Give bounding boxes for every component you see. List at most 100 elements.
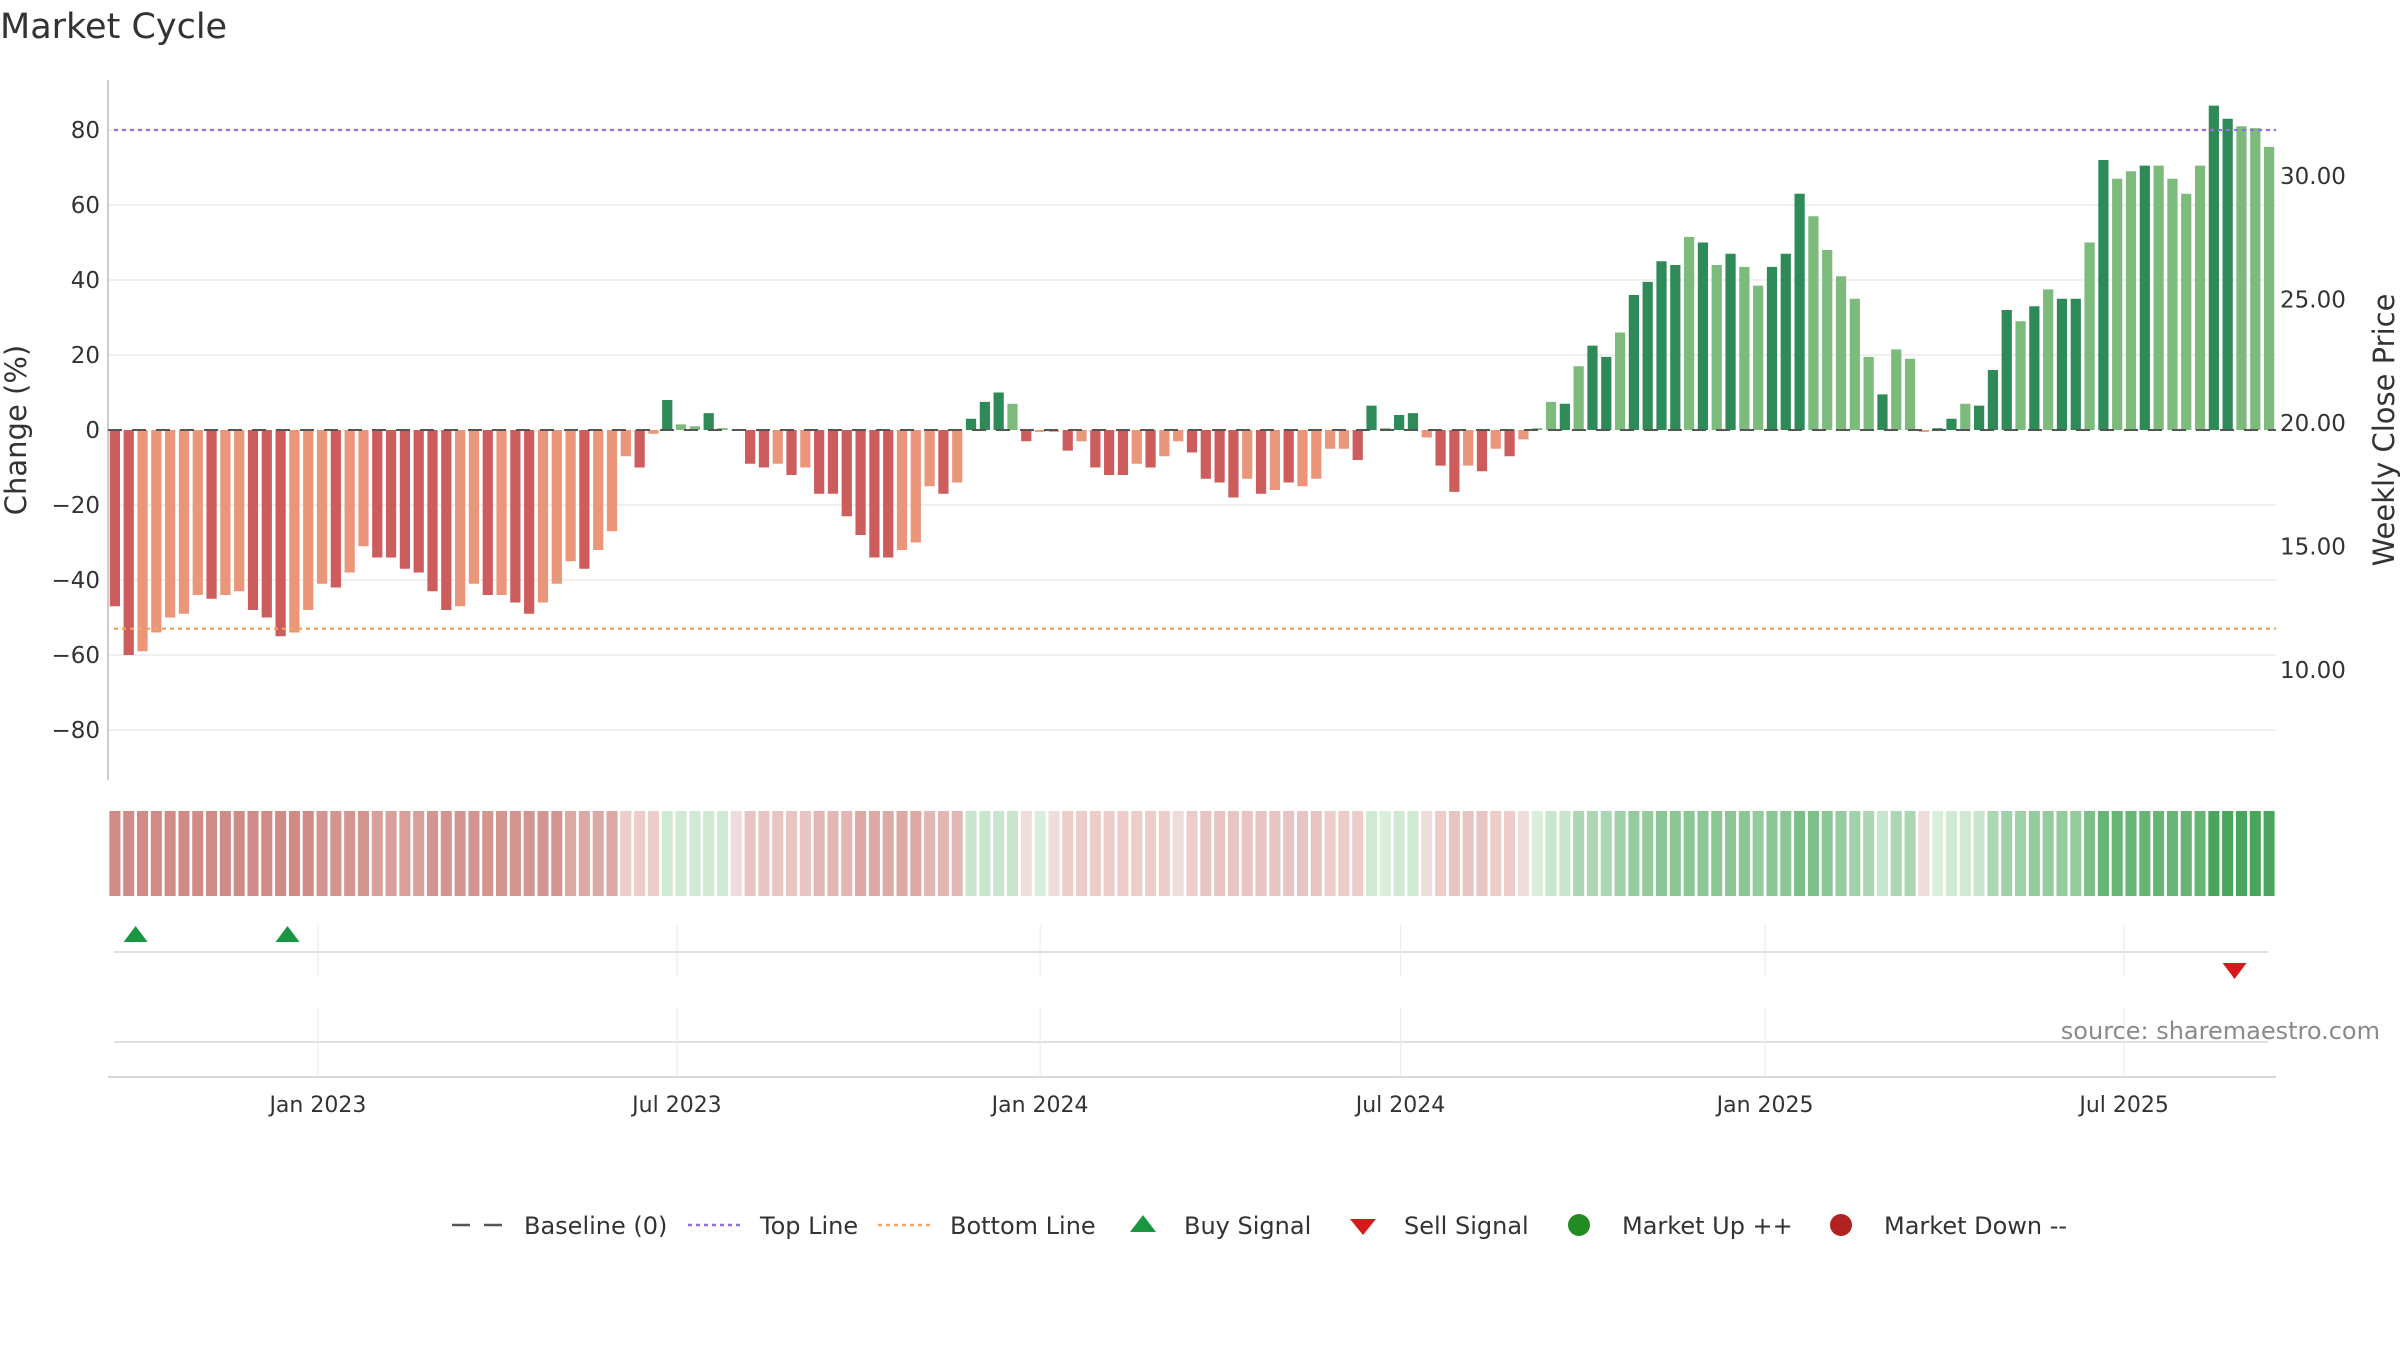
state-cell (689, 811, 701, 896)
state-cell (1145, 811, 1157, 896)
bar (178, 430, 190, 614)
state-cell (1794, 811, 1806, 896)
bar (2250, 128, 2261, 431)
bar (537, 430, 549, 603)
state-cell (1504, 811, 1516, 896)
bar (2056, 298, 2068, 430)
state-cell (1379, 811, 1391, 896)
state-cell (2042, 811, 2054, 896)
bar (1076, 430, 1087, 442)
state-cell (482, 811, 494, 896)
bar (2263, 146, 2275, 431)
bar (192, 430, 203, 595)
state-cell (1117, 811, 1129, 896)
legend-item: Market Up ++ (1568, 1212, 1793, 1240)
bar (2015, 321, 2026, 430)
state-cell (979, 811, 991, 896)
state-cell (2235, 811, 2247, 896)
bar (910, 430, 921, 543)
legend-label: Bottom Line (950, 1212, 1096, 1240)
state-cell (716, 811, 729, 896)
bar (1849, 298, 1860, 430)
bar (1449, 430, 1460, 492)
bar (1863, 356, 1874, 431)
y-tick-label: −20 (51, 493, 100, 519)
bar (2084, 242, 2095, 430)
bar (662, 400, 673, 430)
x-axis-ticks: Jan 2023 Jul 2023 Jan 2024 Jul 2024 Jan 2025… (267, 1093, 2168, 1118)
bar (496, 430, 507, 595)
state-cell (1987, 811, 1999, 896)
state-cell (233, 811, 245, 896)
bar (289, 430, 300, 633)
bar (1394, 415, 1405, 430)
bar (1228, 430, 1239, 498)
state-cell (1642, 811, 1654, 896)
signal-panel (108, 925, 2276, 1078)
legend-label: Market Down -- (1884, 1212, 2067, 1240)
bar (1463, 430, 1474, 466)
bar (220, 430, 231, 595)
y-tick-label: −40 (51, 568, 100, 594)
state-cell (523, 811, 535, 896)
bar (1007, 403, 1018, 430)
bar (1034, 430, 1046, 432)
state-cell (620, 811, 632, 896)
bar (772, 430, 783, 464)
state-cell (330, 811, 342, 896)
state-cell (1338, 811, 1350, 896)
bar (2043, 289, 2054, 431)
bar (247, 430, 259, 610)
legend-label: Market Up ++ (1622, 1212, 1793, 1240)
bar (524, 430, 535, 614)
state-cell (1435, 811, 1447, 896)
state-cell (537, 811, 549, 896)
bar (1062, 430, 1073, 451)
state-cell (772, 811, 784, 896)
bar (1697, 242, 1709, 430)
state-cell (1600, 811, 1612, 896)
state-cell (316, 811, 328, 896)
bar (965, 418, 977, 430)
bar (634, 430, 645, 468)
state-cell (703, 811, 715, 896)
bar (1918, 430, 1929, 432)
bar (1835, 276, 1847, 430)
bar (1822, 250, 1833, 430)
legend-label: Top Line (759, 1212, 858, 1240)
state-cell (1048, 811, 1060, 896)
state-cell (399, 811, 411, 896)
bar (1297, 430, 1308, 487)
state-cell (1310, 811, 1322, 896)
state-cell (137, 811, 149, 896)
bar (165, 430, 176, 618)
legend-item: Buy Signal (1130, 1212, 1311, 1240)
y2-tick-label: 25.00 (2280, 288, 2346, 314)
state-cell (868, 811, 880, 896)
state-cell (565, 811, 577, 896)
legend-label: Buy Signal (1184, 1212, 1311, 1240)
bar (109, 430, 121, 607)
state-cell (2070, 811, 2082, 896)
state-cell (937, 811, 949, 896)
y-tick-label: 80 (71, 118, 100, 144)
bar (1311, 430, 1322, 479)
bar (1670, 265, 1681, 430)
state-cell (1241, 811, 1253, 896)
x-tick-label: Jul 2025 (2077, 1093, 2169, 1118)
bar (1891, 349, 1902, 431)
state-cell (509, 811, 521, 896)
reference-lines (108, 128, 2276, 630)
state-cell (1062, 811, 1074, 896)
bar (1090, 430, 1101, 468)
state-cell (675, 811, 687, 896)
bar (234, 430, 245, 592)
state-cell (2084, 811, 2096, 896)
bar (814, 430, 825, 494)
state-cell (1255, 811, 1267, 896)
state-cell (1352, 811, 1364, 896)
bar (2194, 165, 2206, 431)
bar (1684, 236, 1695, 431)
bar (1974, 405, 1985, 431)
state-cell (1076, 811, 1088, 896)
